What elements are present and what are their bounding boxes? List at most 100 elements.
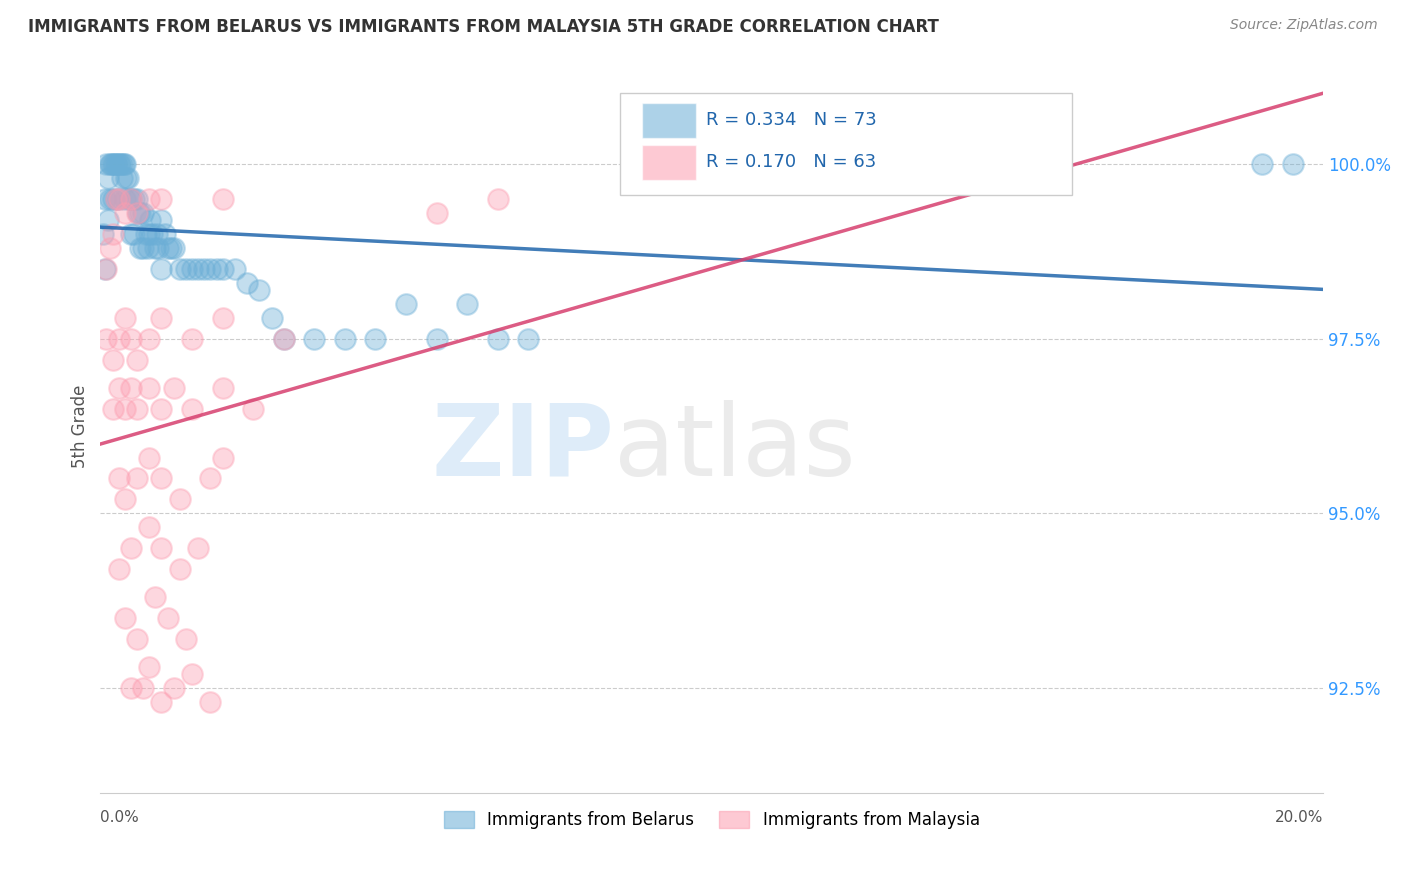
Point xyxy=(193,262,215,277)
Point xyxy=(107,332,129,346)
Legend: Immigrants from Belarus, Immigrants from Malaysia: Immigrants from Belarus, Immigrants from… xyxy=(437,804,986,836)
Point xyxy=(101,352,124,367)
Text: R = 0.334   N = 73: R = 0.334 N = 73 xyxy=(706,112,876,129)
Point xyxy=(260,310,283,325)
Point xyxy=(132,206,155,220)
Text: 20.0%: 20.0% xyxy=(1275,810,1323,825)
Point xyxy=(104,157,127,171)
Point xyxy=(104,192,127,206)
Point xyxy=(333,332,356,346)
Point xyxy=(145,227,167,241)
Point xyxy=(132,681,155,695)
Point xyxy=(125,352,148,367)
Point xyxy=(174,262,197,277)
Point xyxy=(111,157,134,171)
Point xyxy=(120,681,142,695)
Point xyxy=(120,227,142,241)
Point xyxy=(120,332,142,346)
Point xyxy=(456,297,478,311)
Point xyxy=(364,332,387,346)
Point xyxy=(138,192,160,206)
Point xyxy=(150,192,173,206)
Point xyxy=(174,632,197,646)
Point xyxy=(136,241,159,255)
Point xyxy=(94,262,117,277)
Point xyxy=(163,681,186,695)
Point xyxy=(100,157,122,171)
Point xyxy=(108,157,131,171)
Point xyxy=(517,332,540,346)
Point xyxy=(205,262,228,277)
Point xyxy=(211,310,233,325)
Point xyxy=(101,192,124,206)
Text: atlas: atlas xyxy=(614,400,855,497)
Point xyxy=(156,241,179,255)
Point xyxy=(114,310,136,325)
Point xyxy=(120,192,142,206)
Point xyxy=(127,206,149,220)
Point xyxy=(211,262,233,277)
Point xyxy=(125,206,148,220)
Text: ZIP: ZIP xyxy=(432,400,614,497)
Point xyxy=(107,192,129,206)
Point xyxy=(98,192,121,206)
Point xyxy=(181,401,204,416)
Point xyxy=(107,157,129,171)
Point xyxy=(125,471,148,485)
Point xyxy=(132,241,155,255)
Point xyxy=(181,262,204,277)
FancyBboxPatch shape xyxy=(643,145,696,180)
Point xyxy=(153,227,176,241)
FancyBboxPatch shape xyxy=(620,93,1073,195)
Point xyxy=(112,157,135,171)
Point xyxy=(96,157,118,171)
Point xyxy=(97,171,120,186)
Point xyxy=(122,227,145,241)
Point xyxy=(156,611,179,625)
Point xyxy=(114,157,136,171)
Point xyxy=(304,332,326,346)
Point xyxy=(486,192,509,206)
Point xyxy=(138,332,160,346)
Point xyxy=(211,192,233,206)
Text: R = 0.170   N = 63: R = 0.170 N = 63 xyxy=(706,153,876,171)
Point xyxy=(1251,157,1274,171)
Point xyxy=(101,401,124,416)
Point xyxy=(125,632,148,646)
Point xyxy=(114,401,136,416)
Point xyxy=(169,562,191,576)
Point xyxy=(395,297,418,311)
Point xyxy=(97,213,120,227)
Point xyxy=(200,695,222,709)
Point xyxy=(129,241,152,255)
Point xyxy=(98,241,121,255)
Point xyxy=(138,227,160,241)
Point xyxy=(211,450,233,465)
Point xyxy=(169,492,191,507)
Point xyxy=(115,171,138,186)
Point xyxy=(273,332,295,346)
Point xyxy=(117,171,139,186)
Point xyxy=(150,213,173,227)
Point xyxy=(181,332,204,346)
Point xyxy=(114,206,136,220)
Point xyxy=(181,667,204,681)
Point xyxy=(118,192,141,206)
Point xyxy=(150,262,173,277)
Point xyxy=(150,471,173,485)
Point xyxy=(138,520,160,534)
Point xyxy=(138,381,160,395)
Point xyxy=(224,262,246,277)
Point xyxy=(145,590,167,604)
Point xyxy=(145,241,167,255)
Point xyxy=(96,332,118,346)
Point xyxy=(107,192,129,206)
Point xyxy=(163,381,186,395)
Y-axis label: 5th Grade: 5th Grade xyxy=(72,384,89,467)
Point xyxy=(138,450,160,465)
Point xyxy=(426,332,449,346)
Point xyxy=(169,262,191,277)
Point xyxy=(96,262,118,277)
Point xyxy=(114,192,136,206)
Point xyxy=(187,262,209,277)
